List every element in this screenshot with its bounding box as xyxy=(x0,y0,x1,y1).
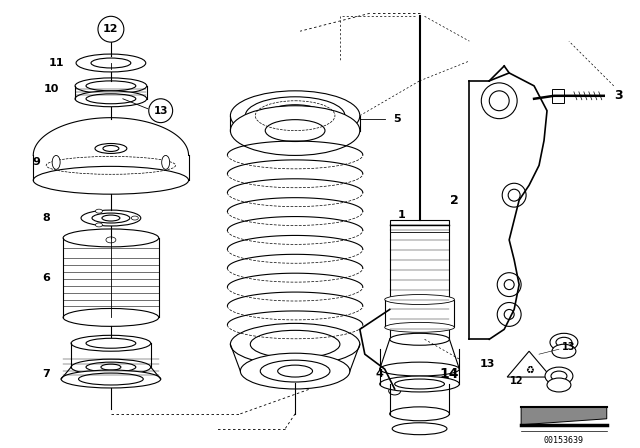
Ellipse shape xyxy=(71,335,151,351)
Ellipse shape xyxy=(52,155,60,169)
Ellipse shape xyxy=(395,379,444,389)
Ellipse shape xyxy=(63,309,159,326)
Ellipse shape xyxy=(245,97,345,134)
Ellipse shape xyxy=(131,216,138,220)
Circle shape xyxy=(148,99,173,123)
Text: 4: 4 xyxy=(376,369,383,379)
Circle shape xyxy=(481,83,517,119)
Ellipse shape xyxy=(230,323,360,365)
Ellipse shape xyxy=(92,213,130,223)
Text: 6: 6 xyxy=(42,273,50,283)
Bar xyxy=(552,89,564,103)
Ellipse shape xyxy=(380,376,460,392)
Ellipse shape xyxy=(75,91,147,107)
Ellipse shape xyxy=(388,387,401,395)
Circle shape xyxy=(497,302,521,326)
Ellipse shape xyxy=(103,146,119,151)
Text: 00153639: 00153639 xyxy=(544,436,584,445)
Text: 7: 7 xyxy=(42,369,50,379)
Text: ♻: ♻ xyxy=(525,364,534,374)
Text: 12: 12 xyxy=(103,24,118,34)
Ellipse shape xyxy=(392,423,447,435)
Ellipse shape xyxy=(385,294,454,305)
Ellipse shape xyxy=(390,333,449,345)
Ellipse shape xyxy=(230,106,360,155)
Circle shape xyxy=(502,183,526,207)
Text: 10: 10 xyxy=(44,84,59,94)
Ellipse shape xyxy=(265,105,325,127)
Text: 12: 12 xyxy=(510,376,524,386)
Polygon shape xyxy=(521,407,607,425)
Ellipse shape xyxy=(86,338,136,348)
Ellipse shape xyxy=(102,215,120,221)
Ellipse shape xyxy=(79,373,143,385)
Text: 3: 3 xyxy=(614,89,623,102)
Ellipse shape xyxy=(380,362,460,376)
Bar xyxy=(390,220,449,339)
Circle shape xyxy=(504,310,514,319)
Ellipse shape xyxy=(390,407,449,421)
Text: 5: 5 xyxy=(393,114,401,124)
Ellipse shape xyxy=(71,359,151,375)
Text: 9: 9 xyxy=(32,157,40,168)
Ellipse shape xyxy=(106,237,116,243)
Circle shape xyxy=(497,273,521,297)
Text: 13: 13 xyxy=(562,342,575,352)
Ellipse shape xyxy=(63,229,159,247)
Text: 11: 11 xyxy=(49,58,64,68)
Text: 1: 1 xyxy=(398,210,406,220)
Ellipse shape xyxy=(545,367,573,385)
Ellipse shape xyxy=(551,371,567,381)
Ellipse shape xyxy=(265,120,325,142)
Ellipse shape xyxy=(76,54,146,72)
Ellipse shape xyxy=(95,223,102,227)
Ellipse shape xyxy=(547,378,571,392)
Ellipse shape xyxy=(86,362,136,372)
Ellipse shape xyxy=(550,333,578,351)
Text: 14: 14 xyxy=(440,367,459,381)
Ellipse shape xyxy=(230,91,360,141)
Ellipse shape xyxy=(552,344,576,358)
Text: 13: 13 xyxy=(479,359,495,369)
Ellipse shape xyxy=(385,323,454,332)
Ellipse shape xyxy=(278,365,312,377)
Ellipse shape xyxy=(75,78,147,94)
Circle shape xyxy=(508,189,520,201)
Ellipse shape xyxy=(162,155,170,169)
Ellipse shape xyxy=(241,353,350,389)
Ellipse shape xyxy=(81,210,141,226)
Ellipse shape xyxy=(33,166,189,194)
Circle shape xyxy=(504,280,514,289)
Polygon shape xyxy=(507,351,551,377)
Ellipse shape xyxy=(91,58,131,68)
Ellipse shape xyxy=(250,330,340,358)
Ellipse shape xyxy=(86,94,136,104)
Ellipse shape xyxy=(260,360,330,382)
Bar xyxy=(385,300,454,327)
Ellipse shape xyxy=(95,143,127,154)
Ellipse shape xyxy=(556,337,572,347)
Text: 8: 8 xyxy=(42,213,50,223)
Ellipse shape xyxy=(95,209,102,213)
Ellipse shape xyxy=(86,81,136,91)
Circle shape xyxy=(489,91,509,111)
Text: 13: 13 xyxy=(154,106,168,116)
Ellipse shape xyxy=(61,370,161,388)
Circle shape xyxy=(98,16,124,42)
Text: 2: 2 xyxy=(450,194,459,207)
Ellipse shape xyxy=(101,364,121,370)
